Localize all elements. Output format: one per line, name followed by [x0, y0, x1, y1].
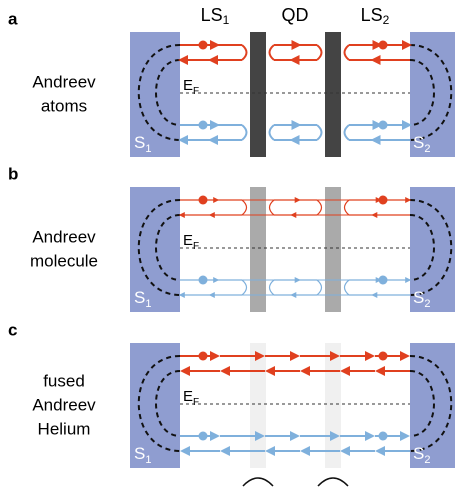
- caption: Andreev: [32, 72, 96, 91]
- caption: molecule: [30, 251, 98, 270]
- reflection: [242, 45, 247, 60]
- reflection: [242, 125, 247, 140]
- s-sub: 2: [424, 298, 430, 310]
- s-main: S: [413, 133, 424, 152]
- fermi-sub: F: [193, 397, 199, 408]
- fermi-sub: F: [193, 241, 199, 252]
- fermi-label: EF: [183, 77, 199, 97]
- reflection: [345, 45, 350, 60]
- quasiparticle: [199, 121, 208, 130]
- reflection: [242, 200, 247, 215]
- s-sub: 2: [424, 143, 430, 155]
- barrier: [325, 343, 341, 468]
- header-ls2: LS2: [361, 5, 390, 27]
- quasiparticle: [379, 41, 388, 50]
- reflection: [270, 125, 275, 140]
- s-main: S: [134, 444, 145, 463]
- s-main: S: [413, 444, 424, 463]
- reflection: [317, 200, 322, 215]
- fermi-main: E: [183, 232, 193, 249]
- reflection: [242, 280, 247, 295]
- barrier: [325, 187, 341, 312]
- quasiparticle: [379, 276, 388, 285]
- s-main: S: [134, 288, 145, 307]
- barrier: [250, 343, 266, 468]
- s-main: S: [413, 288, 424, 307]
- fermi-main: E: [183, 77, 193, 94]
- s-sub: 1: [145, 454, 151, 466]
- swap-arrow: [243, 478, 273, 486]
- caption: Helium: [38, 419, 91, 438]
- reflection: [345, 200, 350, 215]
- panel-label: a: [8, 9, 18, 28]
- quasiparticle: [379, 196, 388, 205]
- s-sub: 2: [424, 454, 430, 466]
- swap-arrow: [318, 478, 348, 486]
- reflection: [345, 280, 350, 295]
- reflection: [270, 45, 275, 60]
- caption: fused: [43, 371, 85, 390]
- quasiparticle: [379, 121, 388, 130]
- header-qd: QD: [282, 5, 309, 25]
- fermi-label: EF: [183, 388, 199, 408]
- s-main: S: [134, 133, 145, 152]
- caption: Andreev: [32, 395, 96, 414]
- fermi-sub: F: [193, 86, 199, 97]
- diagram: LS1 QD LS2 aAndreevatomsEFS1S2bAndreevmo…: [0, 0, 455, 488]
- quasiparticle: [199, 352, 208, 361]
- barrier: [250, 187, 266, 312]
- reflection: [317, 280, 322, 295]
- quasiparticle: [379, 432, 388, 441]
- quasiparticle: [199, 196, 208, 205]
- reflection: [270, 280, 275, 295]
- header-ls1: LS1: [201, 5, 230, 27]
- reflection: [317, 45, 322, 60]
- quasiparticle: [199, 432, 208, 441]
- quasiparticle: [199, 41, 208, 50]
- fermi-label: EF: [183, 232, 199, 252]
- quasiparticle: [199, 276, 208, 285]
- barrier: [325, 32, 341, 157]
- s-sub: 1: [145, 298, 151, 310]
- s-sub: 1: [145, 143, 151, 155]
- panel-label: b: [8, 164, 18, 183]
- barrier: [250, 32, 266, 157]
- reflection: [270, 200, 275, 215]
- fermi-main: E: [183, 388, 193, 405]
- panel-label: c: [8, 320, 17, 339]
- caption: atoms: [41, 96, 87, 115]
- caption: Andreev: [32, 227, 96, 246]
- reflection: [317, 125, 322, 140]
- quasiparticle: [379, 352, 388, 361]
- reflection: [345, 125, 350, 140]
